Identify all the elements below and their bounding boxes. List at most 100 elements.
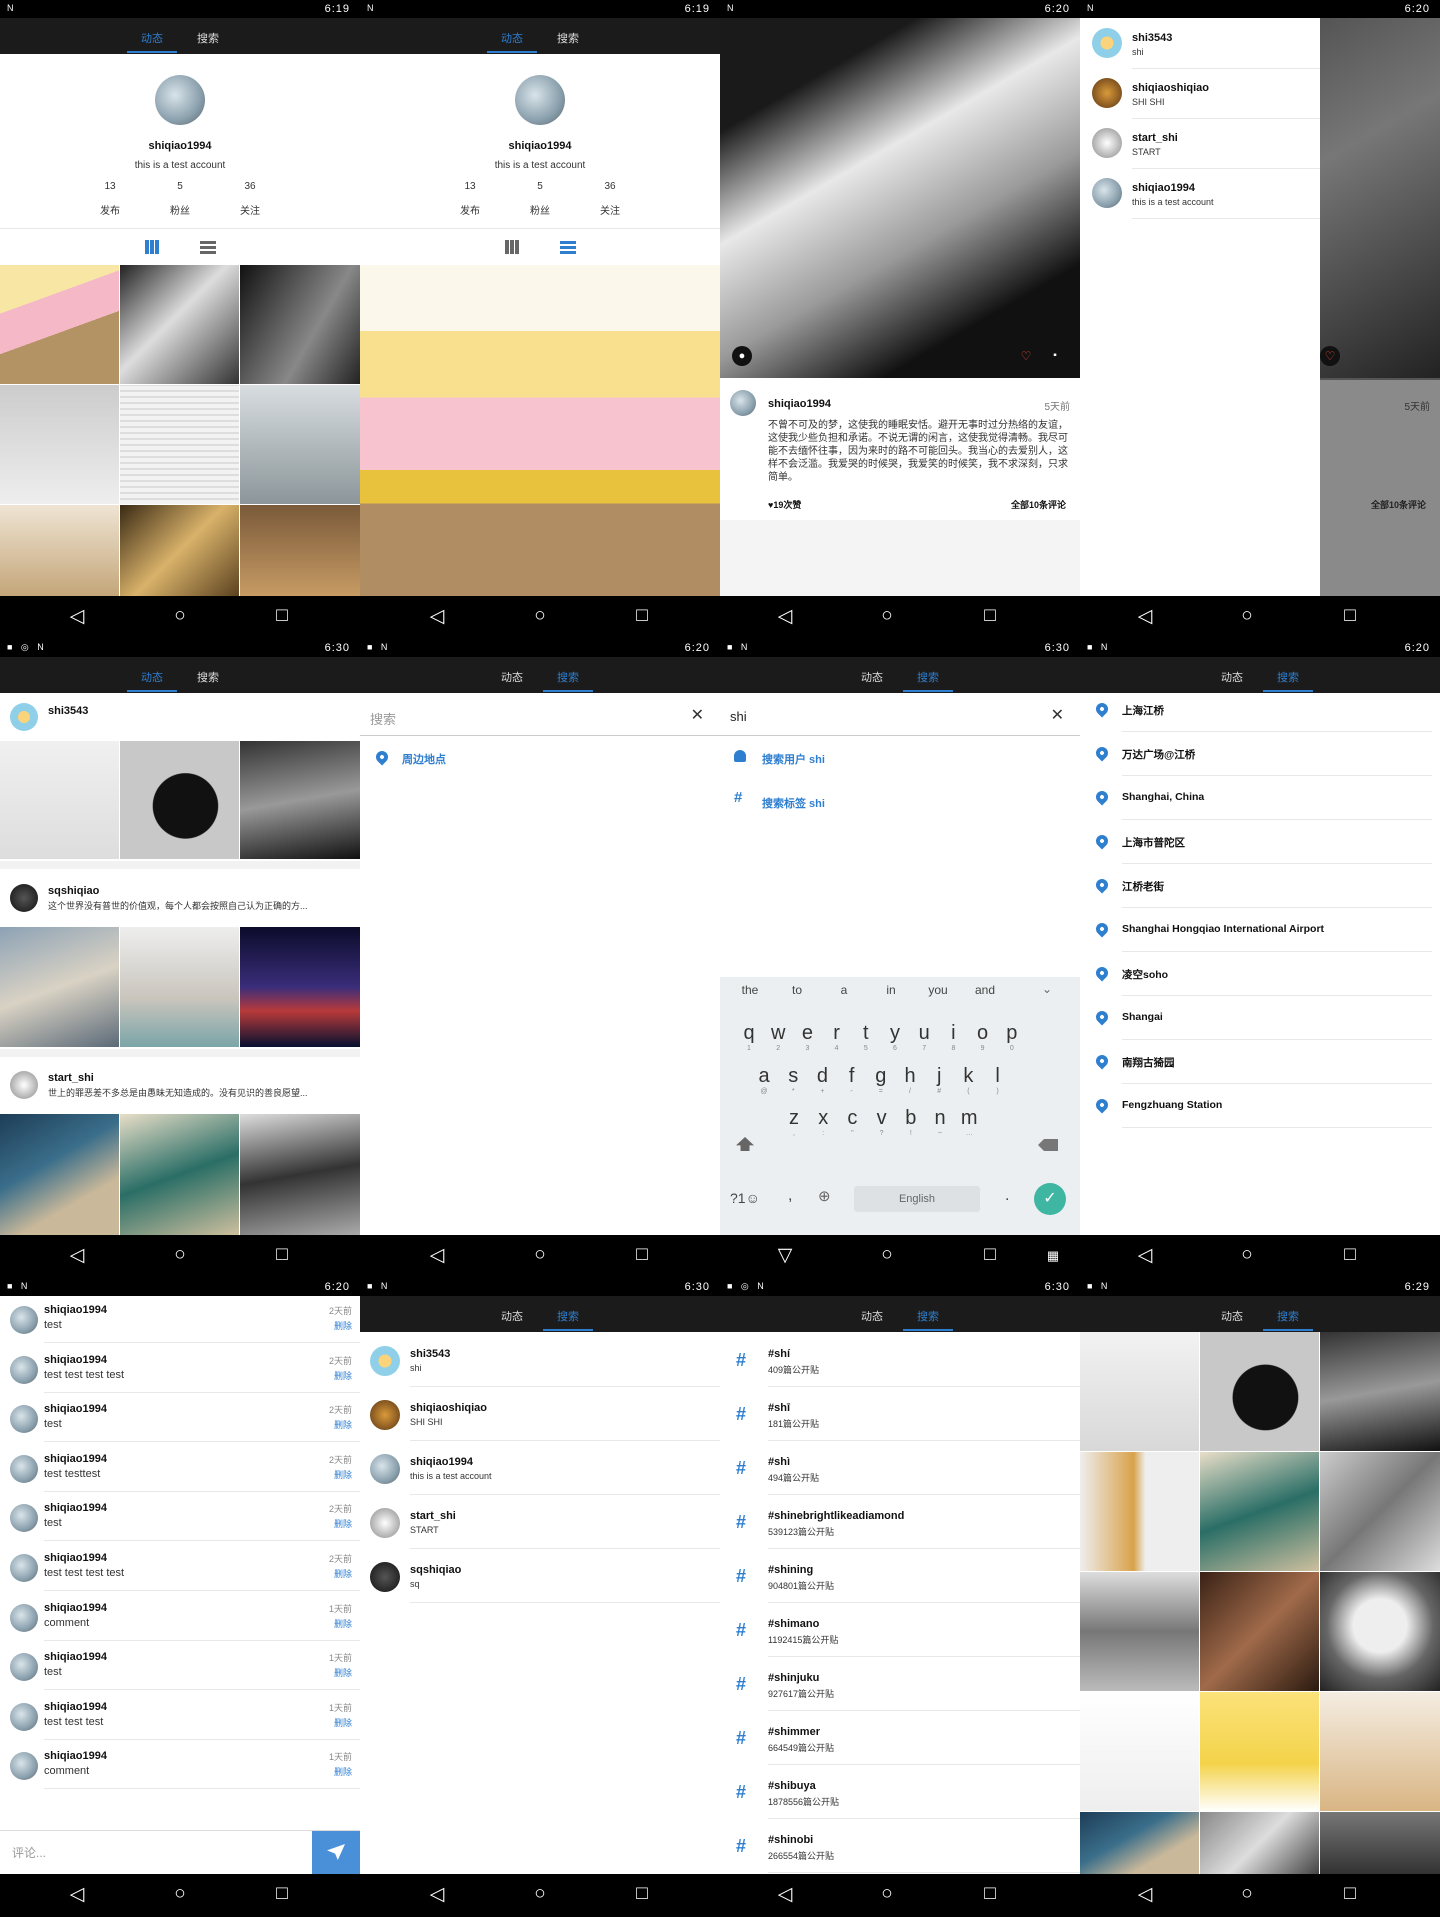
place-item[interactable]: Shanghai, China (1122, 791, 1205, 803)
photo-thumb[interactable] (120, 265, 239, 384)
tag-name[interactable]: #shinebrightlikeadiamond (768, 1510, 905, 1522)
photo-thumb[interactable] (1200, 1452, 1319, 1571)
photo-thumb[interactable] (1320, 1332, 1440, 1451)
back-icon[interactable]: ◁ (777, 606, 793, 627)
delete-button[interactable]: 删除 (333, 1519, 352, 1530)
tag-name[interactable]: #shinjuku (768, 1672, 820, 1684)
delete-button[interactable]: 删除 (333, 1420, 352, 1431)
avatar[interactable] (10, 1554, 38, 1582)
photo-thumb[interactable] (240, 741, 360, 859)
tag-name[interactable]: #shī (768, 1402, 791, 1414)
photo-thumb[interactable] (0, 927, 119, 1047)
key-l[interactable]: l) (984, 1065, 1012, 1096)
home-icon[interactable]: ○ (534, 605, 546, 626)
comma-key[interactable]: , (788, 1187, 793, 1204)
all-comments-link[interactable]: 全部10条评论 (1010, 500, 1066, 510)
shift-icon[interactable] (736, 1137, 754, 1151)
back-icon[interactable]: ◁ (777, 1884, 793, 1905)
home-icon[interactable]: ○ (534, 1244, 546, 1265)
photo-thumb[interactable] (1080, 1332, 1199, 1451)
back-icon[interactable]: ◁ (1137, 1245, 1153, 1266)
place-item[interactable]: Shanghai Hongqiao International Airport (1122, 923, 1325, 935)
avatar[interactable] (370, 1562, 400, 1592)
search-tag-link[interactable]: 搜索标签 shi (762, 798, 825, 810)
home-icon[interactable]: ○ (174, 1883, 186, 1904)
comment-username[interactable]: shiqiao1994 (44, 1403, 107, 1416)
following-label[interactable]: 关注 (240, 206, 260, 217)
key-c[interactable]: c " (838, 1107, 866, 1138)
tag-name[interactable]: #shimmer (768, 1726, 820, 1738)
posts-label[interactable]: 发布 (100, 206, 120, 217)
avatar[interactable] (10, 1603, 38, 1632)
place-item[interactable]: Fengzhuang Station (1122, 1099, 1223, 1111)
tab-feed[interactable]: 动态 (1221, 672, 1243, 684)
avatar[interactable] (10, 1071, 38, 1099)
tag-name[interactable]: #shì (768, 1456, 791, 1468)
key-b[interactable]: b! (897, 1107, 925, 1138)
comment-username[interactable]: shiqiao1994 (44, 1700, 107, 1713)
recents-icon[interactable]: □ (1344, 1883, 1356, 1904)
avatar[interactable] (515, 75, 565, 125)
avatar[interactable] (10, 703, 38, 731)
home-icon[interactable]: ○ (534, 1883, 546, 1904)
tab-feed[interactable]: 动态 (501, 33, 523, 45)
photo-thumb[interactable] (1200, 1332, 1319, 1451)
tab-feed[interactable]: 动态 (141, 33, 163, 45)
enter-check-icon[interactable]: ✓ (1034, 1183, 1066, 1215)
tab-search[interactable]: 搜索 (197, 672, 219, 684)
delete-button[interactable]: 删除 (333, 1569, 352, 1579)
back-icon[interactable]: ◁ (69, 606, 85, 627)
photo-thumb[interactable] (1080, 1572, 1199, 1691)
photo-thumb[interactable] (1080, 1812, 1199, 1874)
photo-thumb[interactable] (1320, 1692, 1440, 1811)
home-icon[interactable]: ○ (881, 605, 893, 626)
key-z[interactable]: z, (780, 1107, 808, 1138)
back-icon[interactable]: ◁ (429, 1245, 445, 1266)
tab-search[interactable]: 搜索 (557, 1311, 579, 1323)
clear-icon[interactable]: ✕ (1050, 707, 1064, 724)
tab-search[interactable]: 搜索 (1277, 1311, 1299, 1323)
photo-thumb[interactable] (1080, 1692, 1199, 1811)
suggestion-word[interactable]: you (928, 983, 948, 997)
grid-view-icon[interactable] (145, 240, 159, 254)
comment-username[interactable]: shiqiao1994 (44, 1552, 107, 1564)
photo-thumb[interactable] (0, 265, 119, 384)
followers-label[interactable]: 粉丝 (170, 206, 190, 217)
place-item[interactable]: 上海江桥 (1122, 705, 1164, 717)
tab-search[interactable]: 搜索 (557, 33, 579, 45)
comment-username[interactable]: shiqiao1994 (44, 1304, 107, 1316)
user-name[interactable]: shi3543 (1132, 32, 1173, 44)
recents-icon[interactable]: □ (984, 1883, 996, 1904)
recents-icon[interactable]: □ (636, 1244, 648, 1265)
recents-icon[interactable]: □ (276, 605, 288, 626)
photo-thumb[interactable] (1200, 1812, 1319, 1874)
home-icon[interactable]: ○ (174, 605, 186, 626)
avatar[interactable] (370, 1400, 400, 1430)
comment-username[interactable]: shiqiao1994 (44, 1651, 107, 1664)
list-view-icon[interactable] (200, 240, 216, 254)
photo-thumb[interactable] (240, 265, 360, 384)
tag-name[interactable]: #shibuya (768, 1780, 816, 1792)
avatar[interactable] (730, 390, 756, 416)
key-v[interactable]: v? (868, 1107, 896, 1138)
recents-icon[interactable]: □ (276, 1883, 288, 1904)
globe-icon[interactable]: ⊕ (818, 1188, 831, 1205)
avatar[interactable] (1092, 178, 1122, 208)
comment-icon[interactable]: ▪ (1045, 346, 1065, 366)
avatar[interactable] (10, 1306, 38, 1334)
suggestion-word[interactable]: to (791, 983, 802, 997)
photo-thumb[interactable] (240, 385, 360, 504)
followers-label[interactable]: 粉丝 (530, 206, 550, 217)
tab-feed[interactable]: 动态 (861, 672, 883, 684)
back-icon[interactable]: ◁ (429, 1884, 445, 1905)
home-icon[interactable]: ○ (174, 1244, 186, 1265)
suggestion-word[interactable]: a (840, 983, 848, 997)
delete-button[interactable]: 删除 (333, 1717, 352, 1728)
avatar[interactable] (370, 1508, 400, 1538)
delete-button[interactable]: 删除 (333, 1469, 352, 1480)
photo-thumb[interactable] (0, 385, 119, 504)
tab-feed[interactable]: 动态 (1221, 1311, 1243, 1323)
